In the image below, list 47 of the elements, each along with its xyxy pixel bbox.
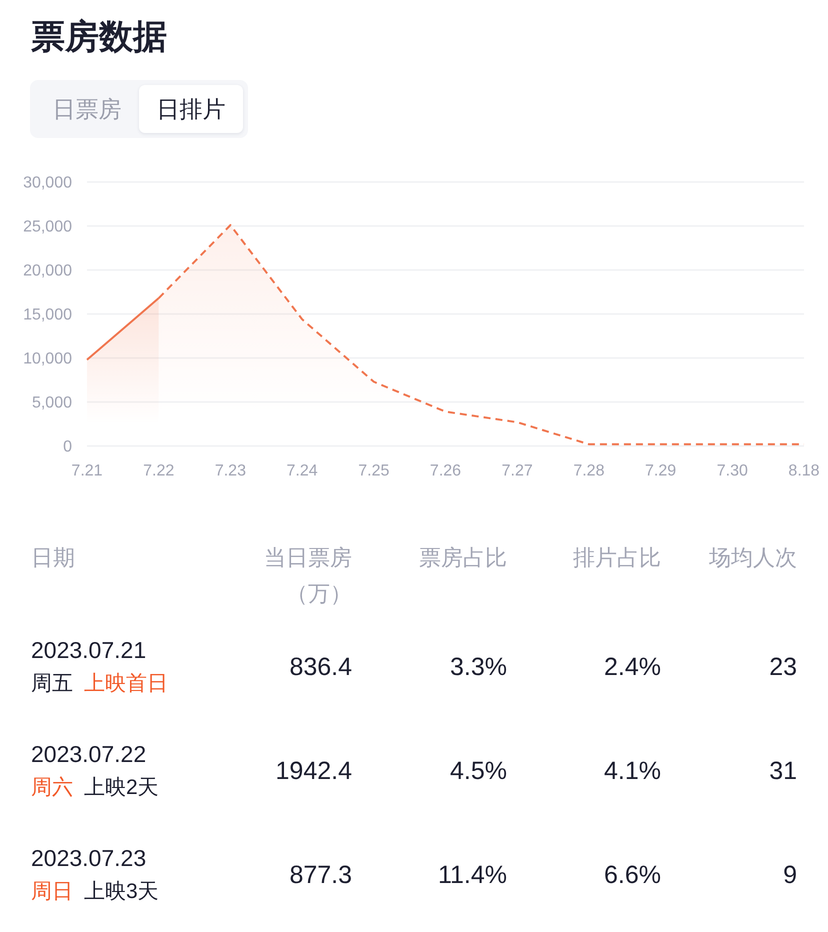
text: 周日 [31, 880, 73, 903]
text: 上映首日 [84, 672, 168, 695]
x-tick-label: 7.21 [71, 462, 103, 480]
text: 2023.07.21 [31, 637, 146, 663]
x-tick-label: 7.23 [214, 462, 246, 480]
x-tick-label: 7.27 [502, 462, 533, 480]
y-tick-label: 0 [63, 438, 72, 456]
y-tick-label: 5,000 [32, 394, 72, 412]
text: 6.6% [604, 861, 661, 889]
chart-title: 票房数据 [31, 18, 167, 56]
selected-tab: 日排片 [139, 85, 243, 133]
text: 836.4 [289, 653, 352, 681]
x-tick-label: 7.26 [430, 462, 462, 480]
text: 周五 [31, 672, 73, 695]
text: 4.1% [604, 757, 661, 785]
x-tick-label: 7.24 [286, 462, 318, 480]
x-tick-label: 7.30 [716, 462, 748, 480]
y-tick-label: 30,000 [23, 174, 72, 192]
text: 877.3 [289, 861, 352, 889]
text: 上映2天 [84, 776, 159, 799]
y-tick-label: 15,000 [23, 306, 72, 324]
text: 场均人次 [709, 545, 797, 570]
text: 23 [769, 653, 797, 681]
text: 周六 [31, 776, 73, 799]
text: 3.3% [450, 653, 507, 681]
text: 2023.07.22 [31, 741, 146, 767]
text: 11.4% [438, 861, 507, 889]
text: 2.4% [604, 653, 661, 681]
text: 票房占比 [419, 545, 507, 570]
x-tick-label: 8.18 [788, 462, 820, 480]
text: 日期 [31, 545, 75, 570]
text: 排片占比 [573, 545, 661, 570]
text: 2023.07.23 [31, 845, 146, 871]
y-tick-label: 25,000 [23, 218, 72, 236]
y-tick-label: 10,000 [23, 350, 72, 368]
text: 上映3天 [84, 880, 159, 903]
text: 4.5% [450, 757, 507, 785]
y-tick-label: 20,000 [23, 262, 72, 280]
x-tick-label: 7.28 [573, 462, 605, 480]
tab-bar: 日票房 日排片 [30, 80, 248, 138]
text: 31 [769, 757, 797, 785]
text: 当日票房（万） [264, 545, 352, 606]
x-tick-label: 7.29 [645, 462, 676, 480]
x-tick-label: 7.22 [143, 462, 174, 480]
x-tick-label: 7.25 [358, 462, 390, 480]
text: 9 [783, 861, 797, 889]
text: 1942.4 [276, 757, 352, 785]
